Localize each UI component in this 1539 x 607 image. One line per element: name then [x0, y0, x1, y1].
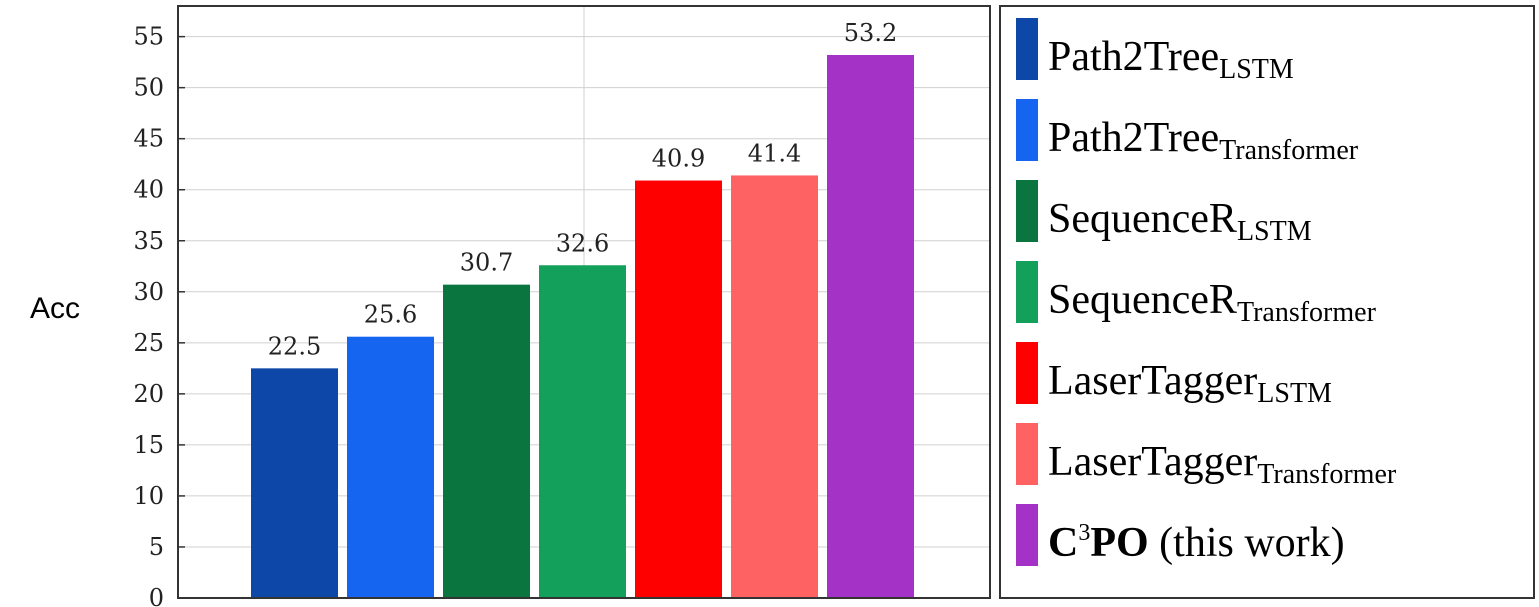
bar-2	[347, 336, 434, 598]
y-tick-label-50: 50	[133, 74, 164, 102]
y-tick-label-5: 5	[149, 533, 164, 561]
y-axis-ticks: 0 5 10 15 20 25 30 35 40 45 50 55	[133, 23, 185, 607]
y-tick-label-20: 20	[133, 380, 164, 408]
y-tick-label-40: 40	[133, 176, 164, 204]
legend-swatch-3	[1016, 180, 1038, 242]
legend-label-7: C3PO (this work)	[1048, 520, 1345, 566]
bar-3	[443, 284, 530, 598]
legend-swatch-7	[1016, 504, 1038, 566]
legend-frame	[999, 5, 1535, 599]
bar-value-label-2: 25.6	[364, 301, 417, 329]
bar-6	[731, 175, 818, 598]
bar-value-label-4: 32.6	[556, 229, 609, 257]
y-tick-label-55: 55	[133, 23, 164, 51]
bar-value-labels: 22.5 25.6 30.7 32.6 40.9 41.4 53.2	[268, 19, 897, 360]
bar-value-label-5: 40.9	[652, 145, 705, 173]
legend-label-4: SequenceRTransformer	[1048, 277, 1377, 328]
y-tick-label-45: 45	[133, 125, 164, 153]
bar-1	[251, 368, 338, 598]
bar-value-label-7: 53.2	[844, 19, 897, 47]
legend-label-6: LaserTaggerTransformer	[1048, 439, 1397, 490]
y-axis-label: Acc	[30, 292, 80, 325]
bar-value-label-1: 22.5	[268, 332, 321, 360]
legend-label-5: LaserTaggerLSTM	[1048, 358, 1332, 409]
legend-swatch-1	[1016, 18, 1038, 80]
bar-5	[635, 180, 722, 598]
bar-7	[827, 54, 914, 598]
bars	[251, 54, 914, 598]
legend-swatch-4	[1016, 261, 1038, 323]
legend-swatch-5	[1016, 342, 1038, 404]
plot-frame	[177, 5, 991, 599]
bar-value-label-6: 41.4	[748, 139, 801, 167]
bar-4	[539, 265, 626, 598]
legend-swatch-2	[1016, 99, 1038, 161]
y-tick-label-30: 30	[133, 278, 164, 306]
legend: Path2TreeLSTM Path2TreeTransformer Sequenc…	[999, 5, 1535, 599]
legend-label-3: SequenceRLSTM	[1048, 196, 1312, 247]
legend-swatch-6	[1016, 423, 1038, 485]
y-tick-label-35: 35	[133, 227, 164, 255]
y-tick-label-15: 15	[133, 431, 164, 459]
y-tick-label-25: 25	[133, 329, 164, 357]
legend-label-1: Path2TreeLSTM	[1048, 34, 1294, 85]
bar-value-label-3: 30.7	[460, 249, 513, 277]
y-tick-label-0: 0	[149, 584, 164, 607]
legend-label-2: Path2TreeTransformer	[1048, 115, 1359, 166]
y-tick-label-10: 10	[133, 482, 164, 510]
